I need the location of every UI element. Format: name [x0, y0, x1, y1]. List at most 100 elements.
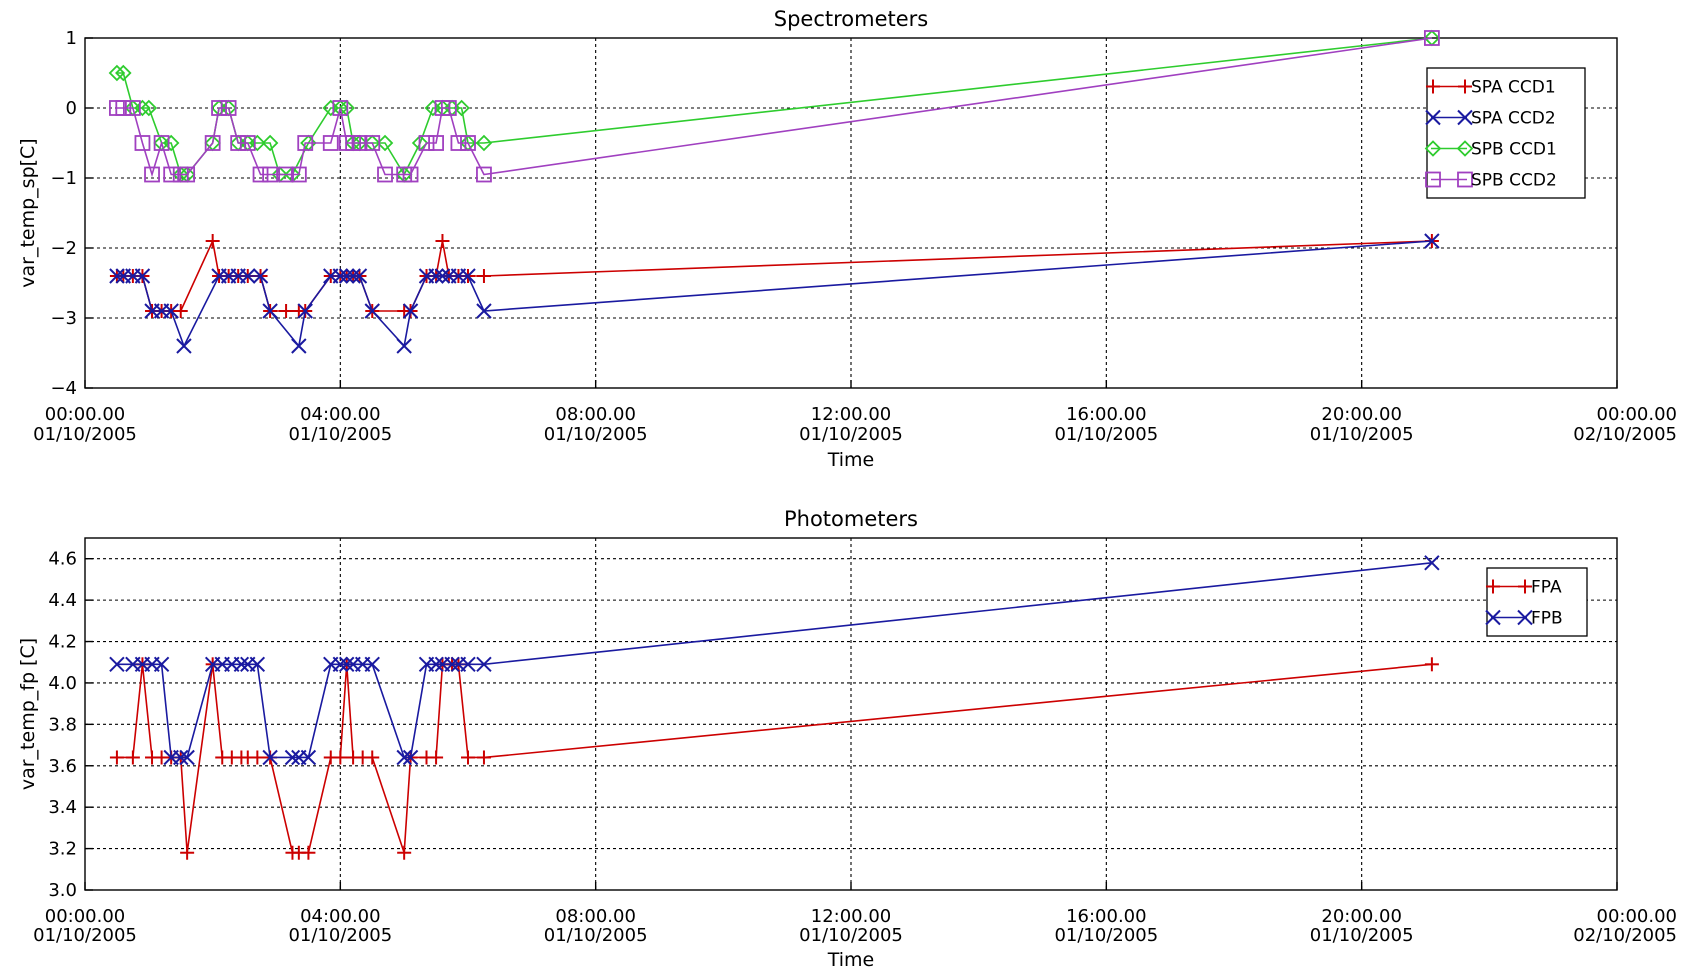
y-tick-label: 4.0	[48, 673, 77, 694]
x-tick-date-label: 02/10/2005	[1573, 424, 1677, 445]
data-point	[364, 303, 380, 319]
data-point	[205, 234, 220, 248]
series-fpb	[109, 555, 1440, 766]
data-point-d2	[262, 749, 278, 766]
data-point-shape	[204, 135, 221, 151]
legend-marker	[1458, 79, 1472, 94]
data-point-shape	[230, 135, 247, 151]
data-point-d2	[252, 268, 269, 284]
data-point	[476, 303, 492, 319]
legend-marker	[1457, 109, 1473, 126]
data-point	[109, 750, 124, 765]
data-point	[453, 99, 470, 117]
data-point	[402, 303, 419, 319]
data-point	[476, 269, 491, 283]
data-point	[435, 234, 450, 248]
data-point-d2	[262, 303, 278, 319]
x-axis-title: Time	[827, 949, 875, 971]
legend-marker-d2	[1457, 109, 1473, 126]
legend: FPA FPB	[1485, 567, 1588, 637]
data-point	[173, 304, 188, 318]
data-point	[1423, 30, 1440, 46]
data-point	[332, 656, 349, 673]
data-point	[279, 304, 294, 318]
x-tick-date-label: 02/10/2005	[1573, 925, 1677, 946]
y-axis-title: var_temp_fp [C]	[17, 638, 39, 790]
legend-marker-d2	[1425, 109, 1441, 126]
data-point	[460, 656, 476, 673]
y-tick-label: −4	[50, 378, 77, 399]
legend-marker	[1425, 171, 1441, 188]
data-point	[176, 338, 192, 354]
data-point-d2	[109, 656, 125, 673]
x-tick-time-label: 20:00.00	[1321, 404, 1402, 425]
x-tick-date-label: 01/10/2005	[799, 925, 903, 946]
x-tick-time-label: 00:00.00	[45, 404, 126, 425]
gridlines	[85, 538, 1617, 890]
data-point-d2	[134, 268, 151, 284]
legend-item: SPA CCD2	[1425, 109, 1556, 129]
data-point-d2	[428, 268, 444, 284]
data-point-d2	[1424, 233, 1440, 249]
x-tick-date-label: 01/10/2005	[1310, 925, 1414, 946]
series-line	[116, 562, 1432, 759]
x-tick-time-label: 04:00.00	[300, 906, 381, 927]
gridlines	[85, 38, 1617, 388]
data-point-d2	[249, 656, 266, 673]
legend-marker	[1518, 579, 1532, 594]
y-tick-label: 1	[66, 28, 77, 49]
y-tick-label: 3.0	[48, 880, 77, 901]
data-point-shape	[140, 99, 158, 117]
data-point	[428, 656, 444, 673]
x-axis: 00:00.0001/10/200504:00.0001/10/200508:0…	[33, 380, 1677, 445]
photometers-chart: Photometers4.64.44.24.03.83.63.43.23.000…	[17, 507, 1677, 971]
legend-box	[1426, 67, 1586, 199]
y-tick-label: −3	[50, 308, 77, 329]
data-point	[339, 656, 355, 673]
data-point	[125, 750, 140, 765]
x-tick-date-label: 01/10/2005	[33, 424, 137, 445]
data-point	[450, 135, 467, 151]
data-point	[249, 656, 266, 673]
data-point-d2	[444, 656, 460, 673]
data-point	[134, 99, 151, 117]
data-point	[179, 166, 196, 183]
spectrometers-chart: Spectrometers10−1−2−3−400:00.0001/10/200…	[17, 7, 1677, 471]
data-point-shape	[278, 166, 294, 183]
data-point	[204, 135, 221, 151]
data-point-shape	[115, 100, 132, 116]
y-tick-label: −2	[50, 238, 77, 259]
x-tick-date-label: 01/10/2005	[288, 925, 392, 946]
data-point-shape	[262, 166, 279, 183]
data-point-shape	[108, 64, 126, 82]
data-point-d2	[402, 303, 419, 319]
data-point	[262, 166, 279, 183]
data-point	[322, 135, 339, 151]
data-point	[109, 268, 125, 284]
legend-marker-shape	[1456, 140, 1474, 157]
data-point-d2	[291, 338, 307, 354]
data-point-d2	[402, 749, 419, 766]
data-point	[339, 268, 355, 284]
data-point	[332, 100, 349, 116]
data-point-d2	[297, 303, 313, 319]
data-point-shape	[450, 135, 467, 151]
data-point-d2	[332, 268, 349, 284]
data-point	[397, 845, 412, 860]
legend-label: SPA CCD1	[1471, 78, 1556, 98]
x-tick-time-label: 16:00.00	[1066, 404, 1147, 425]
data-point-shape	[115, 64, 132, 82]
data-point-shape	[134, 99, 151, 117]
data-point-shape	[402, 166, 419, 183]
data-point-d2	[460, 268, 476, 284]
data-point	[402, 749, 419, 766]
data-point	[297, 303, 313, 319]
data-point	[476, 166, 492, 183]
data-point-d2	[109, 268, 125, 284]
data-point-shape	[134, 135, 151, 151]
data-point-shape	[220, 100, 237, 116]
data-point	[1424, 555, 1440, 571]
data-point	[376, 134, 394, 152]
